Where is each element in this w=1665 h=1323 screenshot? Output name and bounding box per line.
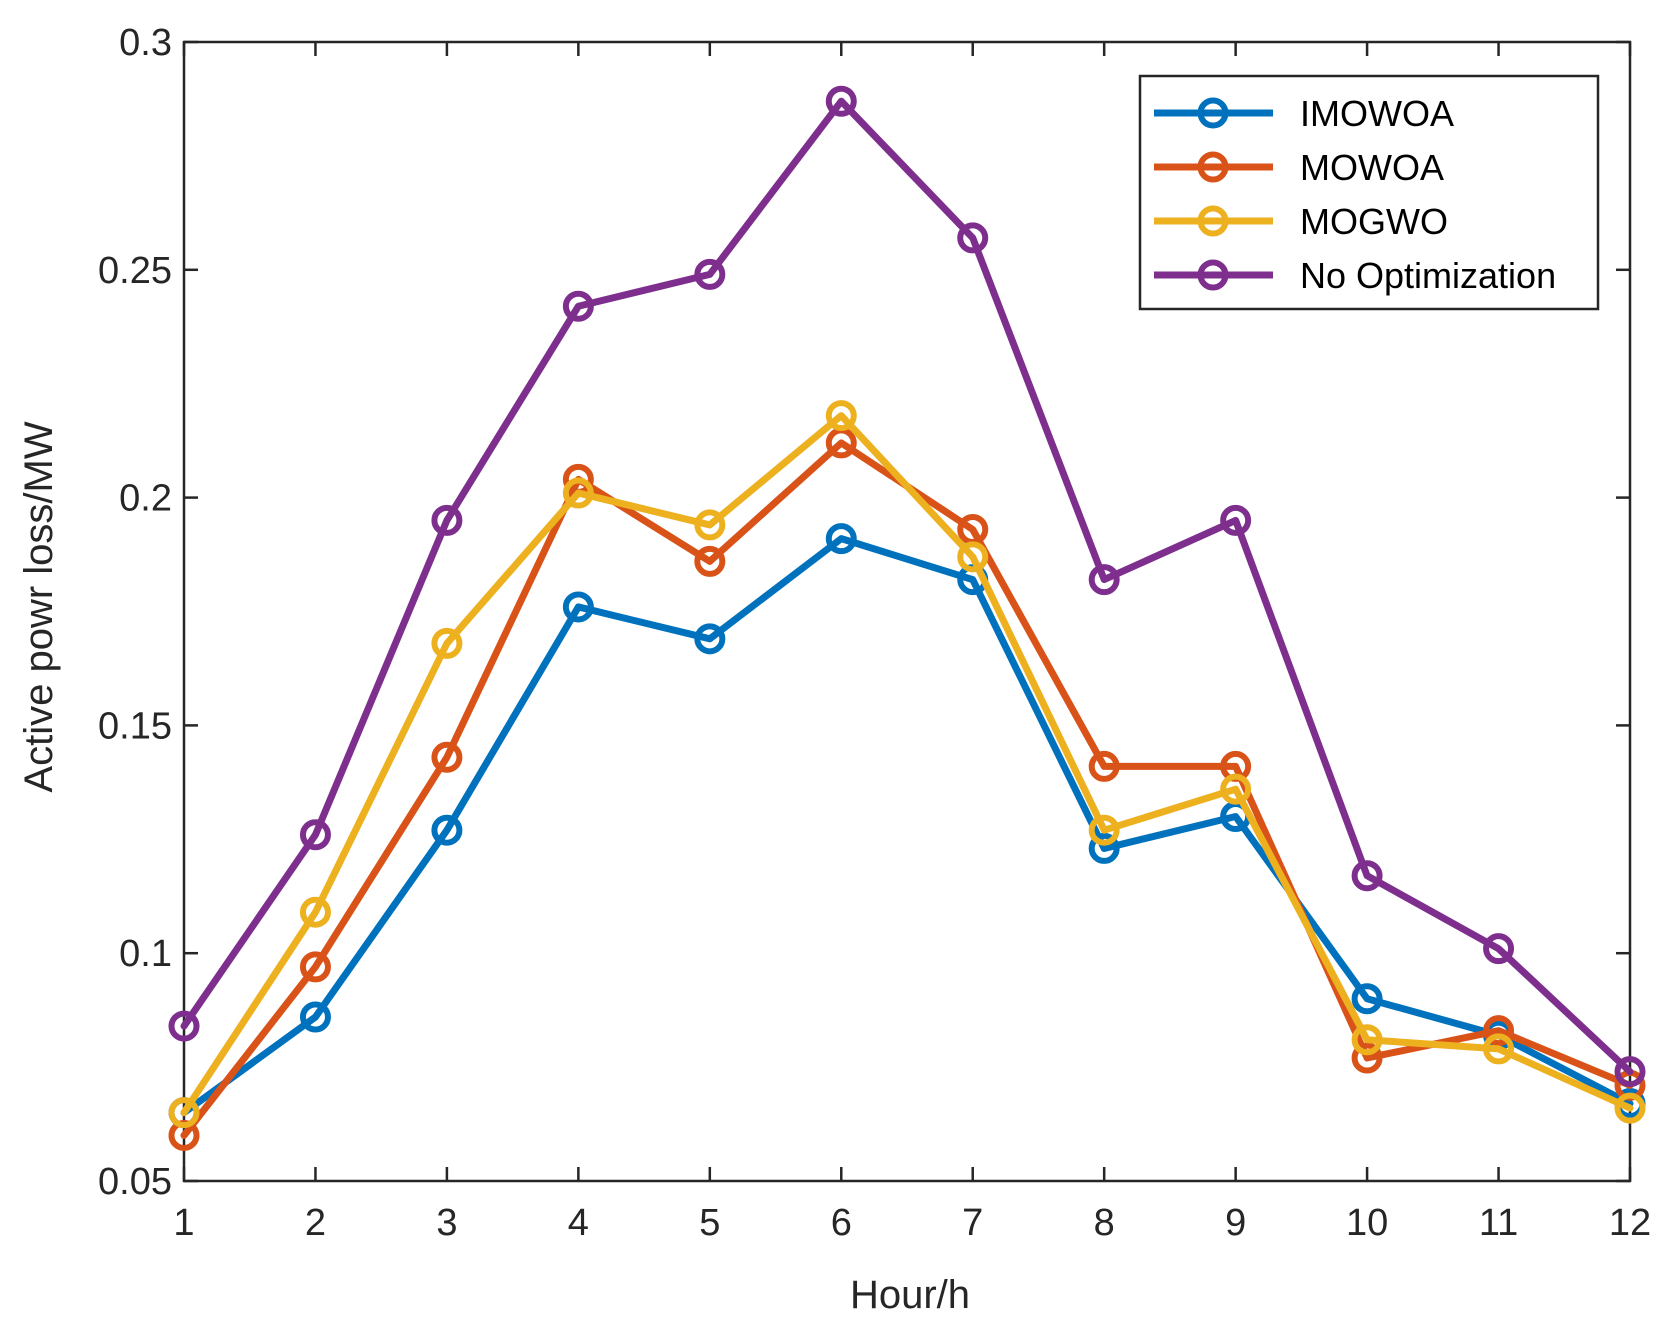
x-tick-label: 7	[962, 1202, 983, 1244]
data-point	[1483, 1015, 1515, 1047]
data-point	[299, 896, 331, 928]
x-tick-label: 10	[1346, 1202, 1388, 1244]
legend-marker	[1197, 97, 1229, 129]
data-point	[1351, 1042, 1383, 1074]
axes: 1 2 3 4 5 6 7 8 9 10 11 120.050.10.150.20.250.3	[98, 22, 1651, 1244]
data-point	[431, 741, 463, 773]
data-point	[1351, 1024, 1383, 1056]
legend-label: IMOWOA	[1300, 93, 1454, 134]
data-point	[1351, 983, 1383, 1015]
data-point	[1220, 504, 1252, 536]
series-line	[180, 535, 1634, 1117]
data-point	[299, 951, 331, 983]
data-point	[1088, 832, 1120, 864]
x-axis-label: Hour/h	[850, 1273, 970, 1317]
x-tick-label: 6	[831, 1202, 852, 1244]
legend-marker	[1197, 259, 1229, 291]
legend-item: IMOWOA	[1154, 93, 1454, 134]
x-tick-label: 2	[305, 1202, 326, 1244]
legend: IMOWOA MOWOA MOGWO No Optimization	[1138, 74, 1600, 311]
data-point	[1088, 750, 1120, 782]
data-point	[1220, 773, 1252, 805]
data-point	[957, 541, 989, 573]
data-point	[957, 222, 989, 254]
data-point	[1614, 1056, 1646, 1088]
data-point	[431, 814, 463, 846]
x-tick-label: 3	[436, 1202, 457, 1244]
data-point	[825, 523, 857, 555]
data-point	[1614, 1092, 1646, 1124]
data-point	[694, 509, 726, 541]
y-tick-label: 0.25	[98, 250, 172, 292]
legend-label: MOWOA	[1300, 147, 1444, 188]
x-tick-label: 5	[699, 1202, 720, 1244]
y-tick-label: 0.1	[119, 933, 172, 975]
x-tick-label: 1	[173, 1202, 194, 1244]
series-line	[180, 97, 1634, 1076]
legend-item: MOWOA	[1154, 147, 1444, 188]
data-point	[168, 1097, 200, 1129]
series-mogwo	[168, 400, 1646, 1129]
series-no-optimization	[168, 85, 1646, 1088]
legend-label: No Optimization	[1300, 255, 1556, 296]
data-point	[562, 290, 594, 322]
data-point	[694, 545, 726, 577]
data-point	[825, 400, 857, 432]
data-point	[562, 477, 594, 509]
series-layer	[168, 85, 1646, 1151]
data-point	[694, 623, 726, 655]
x-tick-label: 8	[1094, 1202, 1115, 1244]
data-point	[1483, 1033, 1515, 1065]
y-tick-label: 0.2	[119, 478, 172, 520]
x-tick-label: 12	[1609, 1202, 1651, 1244]
x-tick-label: 4	[568, 1202, 589, 1244]
data-point	[825, 85, 857, 117]
data-point	[299, 1001, 331, 1033]
data-point	[694, 258, 726, 290]
x-tick-label: 9	[1225, 1202, 1246, 1244]
data-point	[1088, 564, 1120, 596]
legend-label: MOGWO	[1300, 201, 1448, 242]
data-point	[168, 1010, 200, 1042]
data-point	[431, 627, 463, 659]
axes-box	[182, 40, 1632, 1183]
legend-item: MOGWO	[1154, 201, 1448, 242]
x-tick-label: 11	[1479, 1202, 1518, 1244]
y-tick-label: 0.3	[119, 22, 172, 64]
y-tick-label: 0.15	[98, 705, 172, 747]
y-axis-label: Active powr loss/MW	[17, 421, 61, 792]
legend-marker	[1197, 151, 1229, 183]
data-point	[562, 591, 594, 623]
data-point	[431, 504, 463, 536]
legend-marker	[1197, 205, 1229, 237]
data-point	[1351, 860, 1383, 892]
data-point	[299, 819, 331, 851]
data-point	[1088, 814, 1120, 846]
legend-item: No Optimization	[1154, 255, 1556, 296]
y-tick-label: 0.05	[98, 1161, 172, 1203]
data-point	[1483, 933, 1515, 965]
series-line	[180, 412, 1634, 1117]
